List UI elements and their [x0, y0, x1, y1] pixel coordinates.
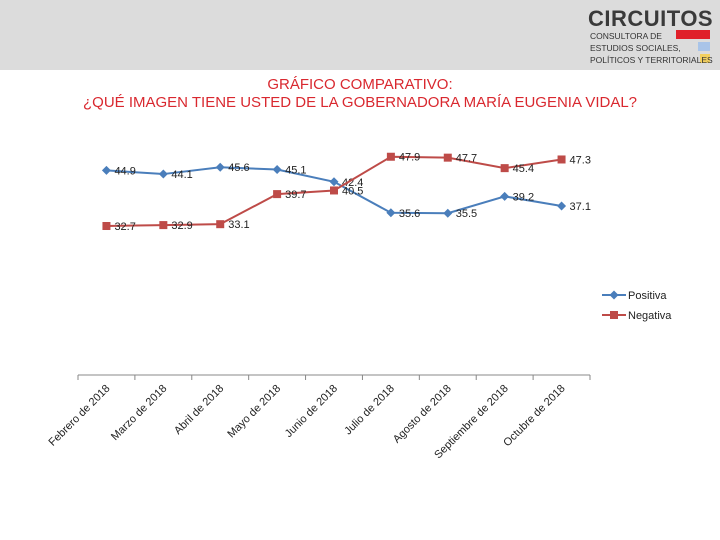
data-point-positiva [557, 201, 567, 211]
x-tick-label: Junio de 2018 [283, 383, 340, 440]
legend-marker-positiva [609, 290, 619, 300]
data-point-positiva [272, 165, 282, 175]
x-tick-label: Febrero de 2018 [47, 383, 113, 449]
data-label-positiva: 44.9 [114, 165, 135, 177]
data-label-negativa: 47.3 [570, 154, 591, 166]
data-point-positiva [215, 162, 225, 172]
legend-label-positiva: Positiva [628, 290, 667, 302]
data-label-positiva: 37.1 [570, 201, 591, 213]
data-point-positiva [329, 177, 339, 187]
header-band [0, 0, 720, 70]
data-point-positiva [443, 208, 453, 218]
brand-name: CIRCUITOS [588, 6, 714, 31]
data-label-negativa: 32.9 [171, 220, 192, 232]
data-label-negativa: 32.7 [114, 221, 135, 233]
data-point-negativa [102, 222, 111, 231]
data-label-positiva: 45.1 [285, 165, 306, 177]
x-tick-label: Abril de 2018 [172, 383, 226, 437]
brand-logo: CIRCUITOS CONSULTORA DE ESTUDIOS SOCIALE… [588, 6, 716, 66]
data-label-negativa: 45.4 [513, 163, 534, 175]
x-tick-label: Marzo de 2018 [109, 383, 169, 443]
data-label-positiva: 35.5 [456, 208, 477, 220]
data-point-positiva [158, 169, 168, 179]
data-label-positiva: 39.2 [513, 191, 534, 203]
brand-bar-yellow [700, 54, 710, 63]
data-label-positiva: 42.4 [342, 177, 363, 189]
data-label-positiva: 45.6 [228, 162, 249, 174]
data-label-positiva: 44.1 [171, 169, 192, 181]
brand-line-3: POLÍTICOS Y TERRITORIALES [590, 55, 713, 65]
data-point-negativa [159, 221, 168, 230]
data-label-negativa: 47.9 [399, 152, 420, 164]
data-point-negativa [500, 164, 509, 173]
chart-title-line-1: GRÁFICO COMPARATIVO: [267, 76, 453, 93]
data-point-negativa [330, 186, 338, 195]
data-label-negativa: 39.7 [285, 189, 306, 201]
data-point-positiva [101, 165, 111, 175]
data-point-negativa [557, 155, 566, 164]
brand-bar-blue [698, 42, 710, 51]
x-tick-label: Agosto de 2018 [391, 383, 454, 446]
x-tick-label: Mayo de 2018 [225, 383, 283, 441]
data-label-negativa: 33.1 [228, 219, 249, 231]
brand-line-1: CONSULTORA DE [590, 31, 662, 41]
x-tick-label: Julio de 2018 [342, 383, 397, 438]
data-point-negativa [273, 190, 282, 199]
data-point-positiva [386, 208, 396, 218]
data-label-negativa: 47.7 [456, 153, 477, 165]
data-point-negativa [216, 220, 225, 229]
data-label-positiva: 35.6 [399, 208, 420, 220]
legend-marker-negativa [610, 311, 618, 319]
data-point-negativa [386, 152, 395, 161]
x-tick-label: Octubre de 2018 [501, 383, 567, 449]
data-label-negativa: 40.5 [342, 185, 363, 197]
legend-label-negativa: Negativa [628, 310, 672, 322]
brand-bar-red [676, 30, 710, 39]
chart-title-line-2: ¿QUÉ IMAGEN TIENE USTED DE LA GOBERNADOR… [82, 94, 638, 111]
data-point-positiva [500, 191, 510, 201]
data-point-negativa [443, 153, 452, 162]
brand-line-2: ESTUDIOS SOCIALES, [590, 43, 681, 53]
